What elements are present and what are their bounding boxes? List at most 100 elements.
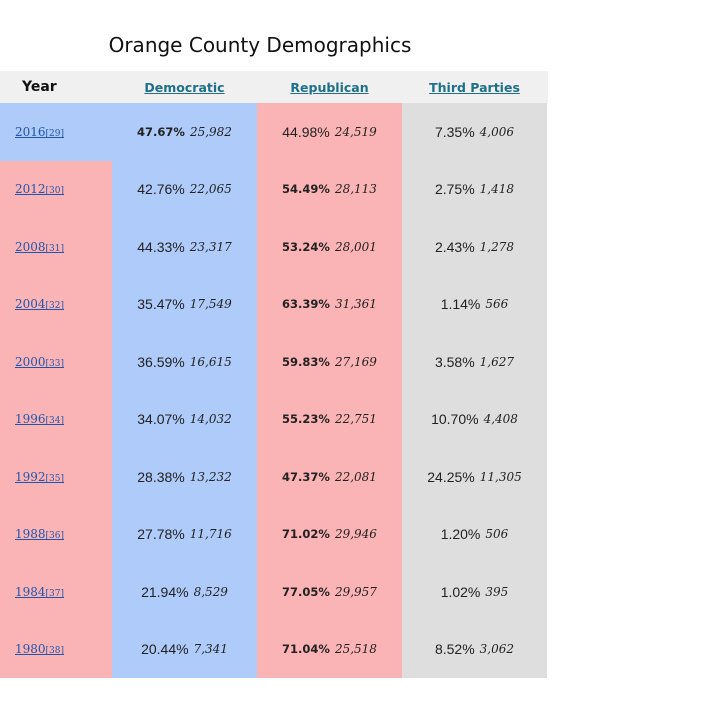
democratic-cell: 20.44% 7,341 <box>112 620 257 678</box>
reference-note: [36] <box>45 531 65 542</box>
republican-cell: 47.37% 22,081 <box>257 448 402 506</box>
republican-votes: 31,361 <box>334 297 377 312</box>
year-cell: 2000[33] <box>0 333 112 391</box>
third-parties-percent: 2.43% <box>434 238 475 255</box>
republican-percent: 63.39% <box>282 297 330 312</box>
year-cell: 1996[34] <box>0 390 112 448</box>
republican-cell: 71.02% 29,946 <box>257 505 402 563</box>
third-parties-cell: 7.35% 4,006 <box>402 103 547 161</box>
third-parties-votes: 395 <box>485 584 509 599</box>
democratic-votes: 16,615 <box>189 354 232 369</box>
year-link[interactable]: 2000[33] <box>15 355 64 369</box>
democratic-percent: 27.78% <box>137 526 185 543</box>
democratic-votes: 23,317 <box>189 239 232 254</box>
democratic-percent: 21.94% <box>141 583 189 600</box>
year-link[interactable]: 2016[29] <box>15 125 64 139</box>
democratic-percent: 44.33% <box>137 238 185 255</box>
democratic-votes: 25,982 <box>189 124 232 139</box>
third-parties-percent: 7.35% <box>434 123 475 140</box>
header-republican[interactable]: Republican <box>290 79 369 95</box>
year-link[interactable]: 1988[36] <box>15 527 64 541</box>
year-cell: 1988[36] <box>0 505 112 563</box>
democratic-votes: 8,529 <box>193 584 228 599</box>
republican-percent: 59.83% <box>282 354 330 369</box>
republican-percent: 55.23% <box>282 412 330 427</box>
year-text: 2016 <box>15 124 46 139</box>
republican-percent: 71.02% <box>282 527 330 542</box>
democratic-cell: 47.67% 25,982 <box>112 103 257 161</box>
democratic-votes: 11,716 <box>189 527 232 542</box>
democratic-percent: 35.47% <box>137 296 185 313</box>
republican-votes: 29,946 <box>334 527 377 542</box>
year-text: 2000 <box>15 354 46 369</box>
third-parties-percent: 3.58% <box>434 353 475 370</box>
reference-note: [38] <box>45 646 65 657</box>
third-parties-votes: 566 <box>485 297 509 312</box>
third-parties-percent: 1.02% <box>440 583 481 600</box>
year-cell: 1984[37] <box>0 563 112 621</box>
table-row: 1980[38] 20.44% 7,341 71.04% 25,518 8.52% 3,06… <box>0 620 548 678</box>
democratic-cell: 21.94% 8,529 <box>112 563 257 621</box>
republican-percent: 53.24% <box>282 239 330 254</box>
year-text: 2004 <box>15 297 46 312</box>
third-parties-cell: 1.20% 506 <box>402 505 547 563</box>
reference-note: [32] <box>45 301 65 312</box>
year-link[interactable]: 2008[31] <box>15 240 64 254</box>
republican-cell: 44.98% 24,519 <box>257 103 402 161</box>
third-parties-cell: 1.14% 566 <box>402 275 547 333</box>
democratic-votes: 7,341 <box>193 642 228 657</box>
year-cell: 2012[30] <box>0 160 112 218</box>
republican-percent: 77.05% <box>282 584 330 599</box>
year-text: 1988 <box>15 527 46 542</box>
democratic-votes: 13,232 <box>189 469 232 484</box>
third-parties-cell: 2.43% 1,278 <box>402 218 547 276</box>
reference-note: [33] <box>45 358 65 369</box>
year-link[interactable]: 1980[38] <box>15 642 64 656</box>
header-third-parties[interactable]: Third Parties <box>429 79 520 95</box>
year-link[interactable]: 2004[32] <box>15 297 64 311</box>
republican-cell: 53.24% 28,001 <box>257 218 402 276</box>
year-text: 2008 <box>15 239 46 254</box>
third-parties-votes: 506 <box>485 527 509 542</box>
results-table: Year Democratic Republican Third Parties… <box>0 71 548 678</box>
year-link[interactable]: 1984[37] <box>15 585 64 599</box>
democratic-cell: 35.47% 17,549 <box>112 275 257 333</box>
republican-votes: 24,519 <box>334 124 377 139</box>
third-parties-cell: 24.25% 11,305 <box>402 448 547 506</box>
democratic-cell: 44.33% 23,317 <box>112 218 257 276</box>
republican-votes: 29,957 <box>334 584 377 599</box>
republican-cell: 59.83% 27,169 <box>257 333 402 391</box>
table-row: 2000[33] 36.59% 16,615 59.83% 27,169 3.58% 1,6… <box>0 333 548 391</box>
reference-note: [37] <box>45 588 65 599</box>
democratic-percent: 28.38% <box>137 468 185 485</box>
year-link[interactable]: 1996[34] <box>15 412 64 426</box>
democratic-percent: 34.07% <box>137 411 185 428</box>
table-row: 2016[29] 47.67% 25,982 44.98% 24,519 7.35% 4,0… <box>0 103 548 161</box>
year-link[interactable]: 2012[30] <box>15 182 64 196</box>
year-cell: 2016[29] <box>0 103 112 161</box>
republican-percent: 54.49% <box>282 182 330 197</box>
third-parties-votes: 11,305 <box>479 469 522 484</box>
democratic-percent: 36.59% <box>137 353 185 370</box>
third-parties-percent: 2.75% <box>434 181 475 198</box>
democratic-cell: 34.07% 14,032 <box>112 390 257 448</box>
header-democratic[interactable]: Democratic <box>144 79 225 95</box>
republican-cell: 77.05% 29,957 <box>257 563 402 621</box>
republican-cell: 54.49% 28,113 <box>257 160 402 218</box>
chart-title: Orange County Demographics <box>108 33 412 57</box>
democratic-percent: 47.67% <box>137 124 185 139</box>
year-cell: 1992[35] <box>0 448 112 506</box>
democratic-cell: 27.78% 11,716 <box>112 505 257 563</box>
third-parties-cell: 1.02% 395 <box>402 563 547 621</box>
third-parties-percent: 1.20% <box>440 526 481 543</box>
democratic-cell: 36.59% 16,615 <box>112 333 257 391</box>
year-cell: 2004[32] <box>0 275 112 333</box>
third-parties-percent: 10.70% <box>431 411 479 428</box>
third-parties-votes: 1,278 <box>479 239 515 254</box>
third-parties-percent: 8.52% <box>434 641 475 658</box>
table-row: 2004[32] 35.47% 17,549 63.39% 31,361 1.14% 566 <box>0 275 548 333</box>
republican-votes: 22,081 <box>334 469 377 484</box>
third-parties-votes: 4,006 <box>479 124 515 139</box>
republican-votes: 22,751 <box>334 412 377 427</box>
year-link[interactable]: 1992[35] <box>15 470 64 484</box>
